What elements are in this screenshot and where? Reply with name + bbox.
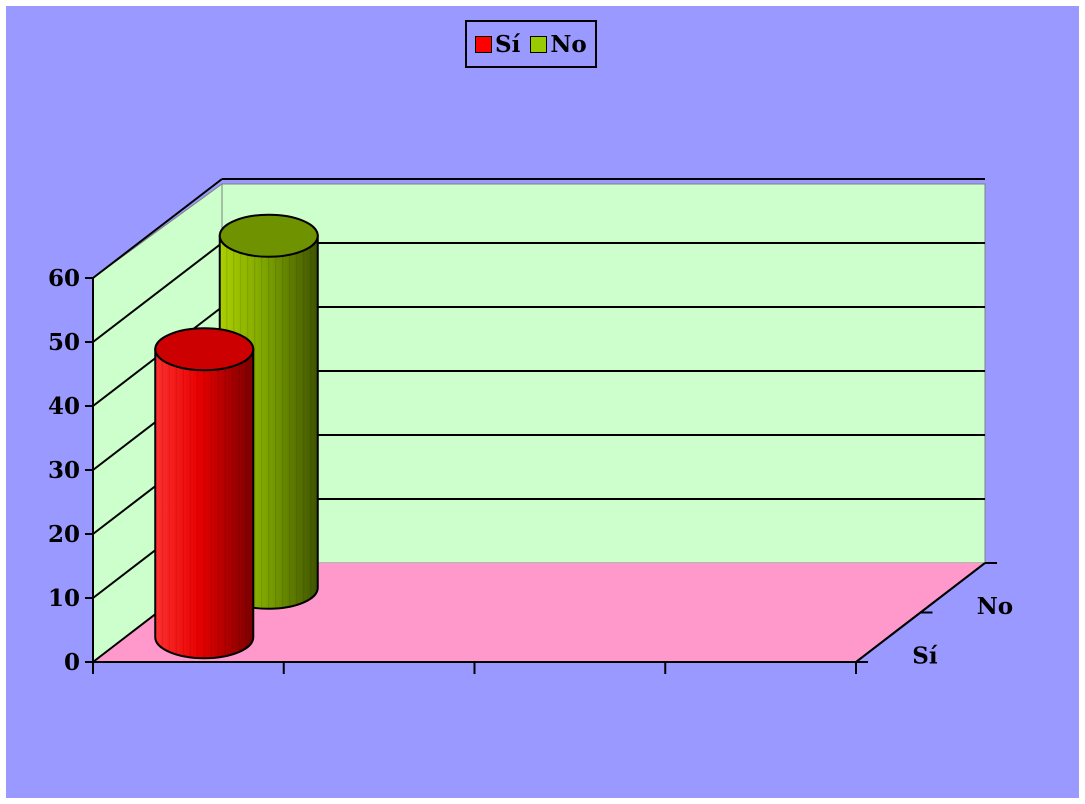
y-tick-label: 0 [64, 649, 80, 676]
bar-si [154, 327, 255, 660]
y-tick-label: 50 [48, 329, 80, 356]
legend-label-si: Sí [495, 30, 521, 58]
x-axis [92, 661, 857, 674]
y-tick-label: 60 [48, 265, 80, 292]
back-wall [221, 183, 986, 564]
gridline-side [92, 242, 223, 343]
legend: Sí No [465, 20, 597, 68]
y-tick-label: 10 [48, 585, 80, 612]
bar-body [154, 348, 255, 660]
bar-top [154, 327, 255, 372]
depth-label: No [977, 593, 1013, 620]
gridline-side [92, 178, 223, 279]
legend-item-no: No [530, 30, 587, 58]
legend-swatch-si [475, 35, 492, 53]
depth-axis: Sí No [855, 562, 1013, 669]
legend-item-si: Sí [475, 31, 520, 58]
bars [154, 213, 319, 660]
y-tick-label: 40 [48, 393, 80, 420]
bar-top [218, 213, 319, 258]
y-axis-ticks: 0 10 20 30 40 50 60 [48, 265, 94, 676]
legend-swatch-no [530, 35, 548, 53]
depth-label: Sí [912, 642, 938, 669]
chart-area: 0 10 20 30 40 50 60 Sí No Sí No [6, 6, 1079, 798]
legend-label-no: No [550, 30, 587, 58]
y-tick-label: 20 [48, 521, 80, 548]
y-tick-label: 30 [48, 457, 80, 484]
chart-svg: 0 10 20 30 40 50 60 Sí No [6, 6, 1079, 798]
